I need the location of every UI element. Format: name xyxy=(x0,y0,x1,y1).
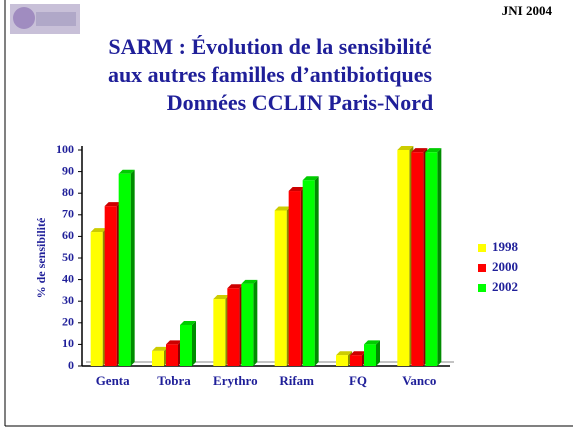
bar-side xyxy=(192,320,196,366)
bar xyxy=(397,150,410,366)
x-tick-label: Erythro xyxy=(213,373,258,388)
bar xyxy=(213,299,226,366)
y-tick-label: 70 xyxy=(62,207,74,221)
bar-top xyxy=(180,320,196,325)
bar xyxy=(241,283,254,366)
y-tick-label: 20 xyxy=(62,315,74,329)
bar-top xyxy=(288,187,305,192)
x-tick-label: Rifam xyxy=(279,373,314,388)
bar xyxy=(104,206,117,366)
bar xyxy=(425,152,438,366)
bar xyxy=(302,180,315,366)
bar-top xyxy=(152,346,168,351)
bar xyxy=(180,324,192,366)
bar xyxy=(411,152,424,366)
bar xyxy=(364,344,376,366)
bar-top xyxy=(274,206,291,211)
legend-label: 1998 xyxy=(492,239,519,254)
legend-label: 2002 xyxy=(492,279,518,294)
bar xyxy=(227,288,240,366)
y-tick-label: 50 xyxy=(62,250,74,264)
y-tick-label: 90 xyxy=(62,163,74,177)
bar-top xyxy=(90,228,107,233)
bar-side xyxy=(130,169,135,366)
legend-swatch xyxy=(478,244,486,252)
y-tick-label: 30 xyxy=(62,293,74,307)
bar-top xyxy=(336,351,352,356)
logo xyxy=(10,4,80,34)
bar xyxy=(152,350,164,366)
y-tick-label: 100 xyxy=(56,142,74,156)
bar-top xyxy=(397,146,414,150)
y-tick-label: 0 xyxy=(68,358,74,372)
bar-side xyxy=(314,176,319,366)
bar-side xyxy=(376,340,380,366)
event-label: JNI 2004 xyxy=(502,3,553,18)
bar-side xyxy=(437,148,442,366)
bar xyxy=(336,355,348,366)
legend-swatch xyxy=(478,284,486,292)
bar xyxy=(288,191,301,366)
bar-top xyxy=(425,148,442,153)
legend-label: 2000 xyxy=(492,259,518,274)
title-line: SARM : Évolution de la sensibilité xyxy=(108,34,432,59)
bar-top xyxy=(166,340,182,345)
bar-top xyxy=(118,169,135,174)
bar xyxy=(350,355,362,366)
bar-top xyxy=(302,176,319,181)
bar-top xyxy=(241,279,258,284)
bar-top xyxy=(104,202,121,207)
y-axis-label: % de sensibilité xyxy=(34,217,48,298)
y-tick-label: 60 xyxy=(62,228,74,242)
title: SARM : Évolution de la sensibilité aux au… xyxy=(108,34,433,115)
x-tick-label: Genta xyxy=(96,373,130,388)
bar xyxy=(274,210,287,366)
legend-swatch xyxy=(478,264,486,272)
bar-top xyxy=(213,295,230,300)
title-line: aux autres familles d’antibiotiques xyxy=(108,62,433,87)
bar-top xyxy=(411,148,428,153)
y-tick-label: 10 xyxy=(62,336,74,350)
x-tick-label: FQ xyxy=(349,373,367,388)
bar xyxy=(118,173,131,366)
bar-top xyxy=(227,284,244,289)
bar-top xyxy=(350,351,366,356)
title-line: Données CCLIN Paris-Nord xyxy=(167,90,433,115)
bar-top xyxy=(364,340,380,345)
bar xyxy=(166,344,178,366)
y-tick-label: 80 xyxy=(62,185,74,199)
y-tick-label: 40 xyxy=(62,271,74,285)
bar xyxy=(90,232,103,366)
bar-side xyxy=(253,279,258,366)
x-tick-label: Vanco xyxy=(402,373,436,388)
x-tick-label: Tobra xyxy=(157,373,191,388)
